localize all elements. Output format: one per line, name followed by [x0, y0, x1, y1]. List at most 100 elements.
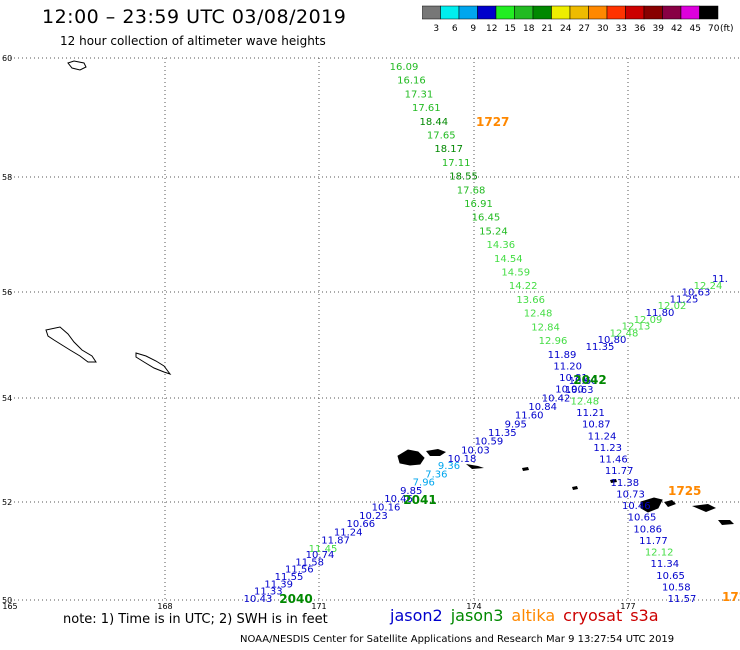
wave-height-label: 12.96	[539, 336, 568, 347]
pass-time-label: 2041	[403, 493, 436, 507]
wave-height-label: 10.23	[359, 511, 388, 522]
island-outline	[135, 352, 172, 375]
pass-time-label: 172	[722, 590, 740, 604]
wave-height-label: 10.63	[565, 385, 594, 396]
wave-height-label: 11.35	[586, 342, 615, 353]
wave-height-label: 7.36	[425, 469, 447, 480]
wave-height-label: 9.85	[400, 486, 422, 497]
map-title: 12:00 – 23:59 UTC 03/08/2019	[42, 6, 347, 28]
wave-height-label: 11.25	[670, 294, 699, 305]
wave-height-color-scale: 3 6 9 12 15 18 21 24 27 30 33 36 39 42 45 70 (ft)	[422, 5, 734, 34]
island-outline	[664, 500, 676, 507]
scale-label: 21	[542, 24, 553, 34]
footnote: note: 1) Time is in UTC; 2) SWH is in fe…	[63, 612, 328, 627]
wave-height-label: 11.77	[605, 466, 634, 477]
satellite-legend-altika: altika	[511, 606, 556, 625]
island-outline	[610, 479, 617, 483]
island-outline	[67, 60, 87, 71]
scale-label: 12	[486, 24, 497, 34]
wave-height-label: 11.35	[488, 428, 517, 439]
scale-label: 42	[671, 24, 682, 34]
scale-label: 15	[505, 24, 516, 34]
island-outline	[522, 467, 529, 471]
wave-height-label: 12.48	[571, 396, 600, 407]
wave-height-label: 18.55	[449, 172, 478, 183]
wave-height-label: 11.24	[334, 527, 363, 538]
scale-label: 45	[690, 24, 701, 34]
longitude-label: 174	[466, 602, 481, 611]
longitude-label: 171	[311, 602, 326, 611]
scale-unit-label: (ft)	[720, 24, 734, 34]
satellite-legend-jason3: jason3	[450, 606, 504, 625]
wave-height-tracks: 16.09 16.16 17.31 17.61 18.44 17.65 18.17 17.11…	[244, 62, 740, 606]
wave-height-label: 10.73	[616, 489, 645, 500]
wave-height-label: 12.48	[524, 309, 553, 320]
wave-height-label: 10.46	[622, 501, 651, 512]
wave-height-label: 9.36	[438, 461, 460, 472]
wave-height-label: 10.74	[306, 550, 335, 561]
wave-height-label: 11.34	[651, 559, 680, 570]
longitude-label: 168	[157, 602, 172, 611]
wave-height-label: 10.80	[598, 335, 627, 346]
wave-height-label: 10.86	[633, 524, 662, 535]
wave-height-label: 11.23	[593, 443, 622, 454]
scale-label: 27	[579, 24, 590, 34]
island-outline	[397, 449, 425, 466]
map-subtitle: 12 hour collection of altimeter wave hei…	[60, 34, 326, 48]
pass-time-label: 2040	[279, 592, 312, 606]
wave-height-label: 11.57	[668, 594, 697, 605]
scale-label: 33	[616, 24, 627, 34]
wave-height-label: 17.11	[442, 158, 471, 169]
wave-height-label: 10.65	[628, 513, 657, 524]
island-outline	[640, 497, 663, 513]
island-outline	[572, 486, 578, 490]
wave-height-label: 16.45	[472, 213, 501, 224]
satellite-legend-jason2: jason2	[390, 606, 443, 625]
wave-height-label: 11.89	[548, 350, 577, 361]
wave-height-label: 11.77	[639, 536, 668, 547]
pass-time-label: 2042	[573, 373, 606, 387]
wave-height-label: 12.09	[634, 315, 663, 326]
wave-height-label: 11.58	[295, 557, 324, 568]
wave-height-label: 12.24	[694, 281, 723, 292]
wave-height-label: 10.87	[582, 420, 611, 431]
pass-time-label: 1725	[668, 484, 701, 498]
longitude-label: 177	[620, 602, 635, 611]
latitude-label: 58	[2, 173, 12, 182]
wave-height-label: 10.58	[662, 582, 691, 593]
wave-height-label: 13.66	[516, 295, 545, 306]
wave-height-label: 10.65	[656, 571, 685, 582]
wave-height-label: 9.95	[505, 419, 527, 430]
wave-height-label: 17.65	[427, 131, 456, 142]
satellite-legend-cryosat: cryosat	[563, 606, 623, 625]
scale-label: 70	[708, 24, 720, 34]
wave-height-label: 16.91	[464, 199, 493, 210]
scale-label: 3	[433, 24, 439, 34]
scale-label: 39	[653, 24, 665, 34]
wave-height-label: 11.60	[515, 411, 544, 422]
scale-label: 6	[452, 24, 458, 34]
satellite-legend: jason2 jason3 altika cryosat s3a	[390, 606, 667, 625]
island-outline	[718, 520, 734, 525]
wave-height-label: 11.87	[321, 536, 350, 547]
wave-height-label: 10.43	[244, 594, 273, 605]
wave-height-label: 14.59	[501, 268, 530, 279]
island-outline	[45, 326, 97, 363]
wave-height-label: 12.84	[531, 322, 560, 333]
scale-label: 30	[597, 24, 609, 34]
wave-height-label: 16.16	[397, 76, 426, 87]
wave-height-label: 10.46	[384, 494, 413, 505]
wave-height-label: 11.46	[599, 455, 628, 466]
scale-swatch	[699, 5, 719, 20]
latitude-label: 50	[2, 596, 12, 605]
latitude-label: 52	[2, 498, 12, 507]
wave-height-label: 18.44	[419, 117, 448, 128]
wave-height-label: 10.18	[448, 454, 477, 465]
wave-height-label: 10.63	[682, 288, 711, 299]
wave-height-label: 10.59	[475, 437, 504, 448]
wave-height-label: 12.12	[645, 548, 674, 559]
wave-height-label: 11.38	[611, 478, 640, 489]
wave-height-label: 11.21	[576, 408, 605, 419]
landmasses	[45, 60, 734, 525]
